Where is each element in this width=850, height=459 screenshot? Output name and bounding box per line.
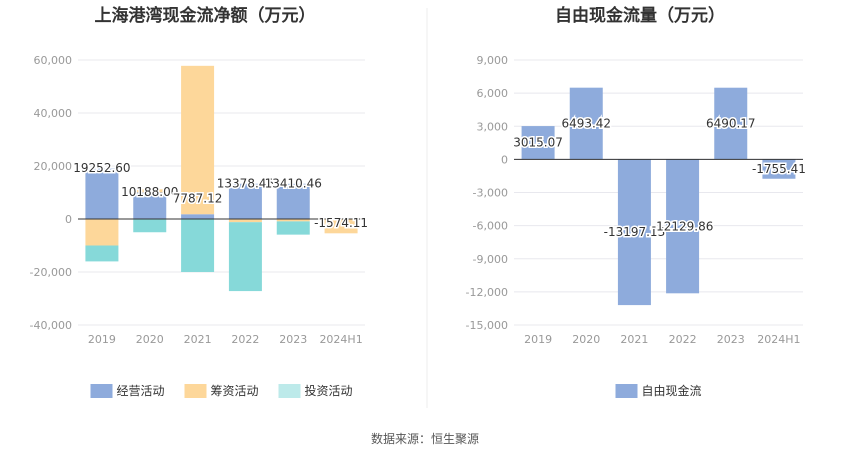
right-y-tick-label: 0 — [501, 153, 508, 166]
right-bars — [521, 87, 796, 306]
right-y-axis: 9,000 6,000 3,000 0 -3,000 -6,000 -9,000 -12,00… — [466, 54, 508, 332]
left-y-tick-label: -20,000 — [30, 266, 72, 279]
right-legend-label: 自由现金流 — [642, 383, 702, 398]
net-cash-flow-chart: 上海港湾现金流净额（万元） 60,000 40,000 20,000 0 -20,000… — [30, 5, 370, 398]
right-bar — [666, 159, 700, 294]
right-y-tick-label: -15,000 — [466, 319, 508, 332]
left-data-label: 13378.46 — [217, 177, 274, 191]
right-x-axis: 2019 2020 2021 2022 2023 2024H1 — [514, 158, 803, 346]
left-bar-investing — [276, 221, 310, 235]
right-gridlines — [514, 59, 803, 326]
left-data-label: 10188.00 — [121, 185, 178, 199]
left-bar-operating — [181, 214, 215, 219]
left-legend-swatch — [90, 384, 113, 398]
right-data-labels: 3015.07 6493.42 -13197.13-12129.86 6490.17 -… — [512, 115, 808, 241]
left-bar-financing — [276, 219, 310, 222]
left-y-tick-label: 40,000 — [34, 107, 73, 120]
left-legend-label: 投资活动 — [305, 383, 353, 398]
left-bar-operating — [276, 183, 310, 219]
right-legend: 自由现金流 — [615, 383, 702, 398]
left-bar-operating — [228, 183, 262, 219]
right-x-tick-label: 2022 — [669, 333, 697, 346]
left-data-label: 7787.12 — [173, 191, 223, 205]
right-x-tick-label: 2023 — [717, 333, 745, 346]
right-legend-swatch — [615, 384, 638, 398]
right-bar — [762, 159, 796, 179]
left-y-tick-label: 60,000 — [34, 54, 73, 67]
right-data-label: -12129.86 — [652, 219, 714, 233]
left-bar-financing — [181, 65, 215, 215]
left-x-tick-label: 2019 — [88, 333, 116, 346]
right-x-tick-label: 2024H1 — [757, 333, 800, 346]
left-data-label: -1574.11 — [314, 216, 368, 230]
left-bar-investing — [228, 222, 262, 292]
left-x-tick-label: 2022 — [231, 333, 259, 346]
left-data-label: 13410.46 — [265, 176, 322, 190]
right-bar — [521, 126, 555, 160]
right-data-label: -1755.41 — [752, 162, 806, 176]
left-bar-investing — [181, 219, 215, 272]
right-y-tick-label: -3,000 — [473, 187, 508, 200]
right-y-tick-label: -6,000 — [473, 220, 508, 233]
left-y-tick-label: 0 — [65, 213, 72, 226]
left-x-tick-label: 2021 — [184, 333, 212, 346]
left-bar-financing — [228, 219, 262, 223]
right-chart-title: 自由现金流量（万元） — [555, 5, 725, 26]
left-bar-financing — [85, 219, 119, 246]
left-bar-operating — [85, 168, 119, 219]
right-bar — [714, 87, 748, 160]
right-y-tick-label: 9,000 — [477, 54, 509, 67]
left-data-label: 19252.60 — [73, 161, 130, 175]
right-y-tick-label: 3,000 — [477, 120, 509, 133]
right-y-tick-label: -12,000 — [466, 286, 508, 299]
free-cash-flow-chart: 自由现金流量（万元） 9,000 6,000 3,000 0 -3,000 -6,000 -… — [466, 5, 808, 398]
left-y-tick-label: -40,000 — [30, 319, 72, 332]
left-bar-financing — [324, 219, 358, 234]
left-bar-investing — [133, 219, 167, 233]
right-y-tick-label: 6,000 — [477, 87, 509, 100]
left-bar-operating — [133, 192, 167, 219]
left-y-axis: 60,000 40,000 20,000 0 -20,000 -40,000 — [30, 54, 72, 332]
right-bar — [569, 87, 603, 160]
right-data-label: -13197.13 — [604, 225, 666, 239]
right-data-label: 6490.17 — [706, 117, 756, 131]
right-x-tick-label: 2020 — [572, 333, 600, 346]
left-y-tick-label: 20,000 — [34, 160, 73, 173]
left-x-tick-label: 2020 — [136, 333, 164, 346]
right-x-tick-label: 2019 — [524, 333, 552, 346]
right-x-tick-label: 2021 — [620, 333, 648, 346]
left-x-axis: 2019 2020 2021 2022 2023 2024H1 — [78, 218, 365, 346]
data-source-note: 数据来源：恒生聚源 — [371, 431, 479, 446]
left-x-tick-label: 2024H1 — [319, 333, 362, 346]
left-legend-label: 筹资活动 — [211, 384, 259, 398]
left-chart-title: 上海港湾现金流净额（万元） — [95, 5, 316, 26]
left-legend-swatch — [184, 384, 207, 398]
right-data-label: 3015.07 — [513, 136, 563, 150]
right-y-tick-label: -9,000 — [473, 253, 508, 266]
left-legend-label: 经营活动 — [117, 384, 165, 398]
left-bars — [85, 65, 358, 292]
left-legend-swatch — [278, 384, 301, 398]
right-bar — [617, 159, 651, 306]
left-legend: 经营活动 筹资活动 投资活动 — [90, 383, 353, 398]
left-bar-investing — [85, 245, 119, 262]
left-x-tick-label: 2023 — [279, 333, 307, 346]
right-data-label: 6493.42 — [561, 117, 611, 131]
left-bar-financing — [133, 189, 167, 193]
